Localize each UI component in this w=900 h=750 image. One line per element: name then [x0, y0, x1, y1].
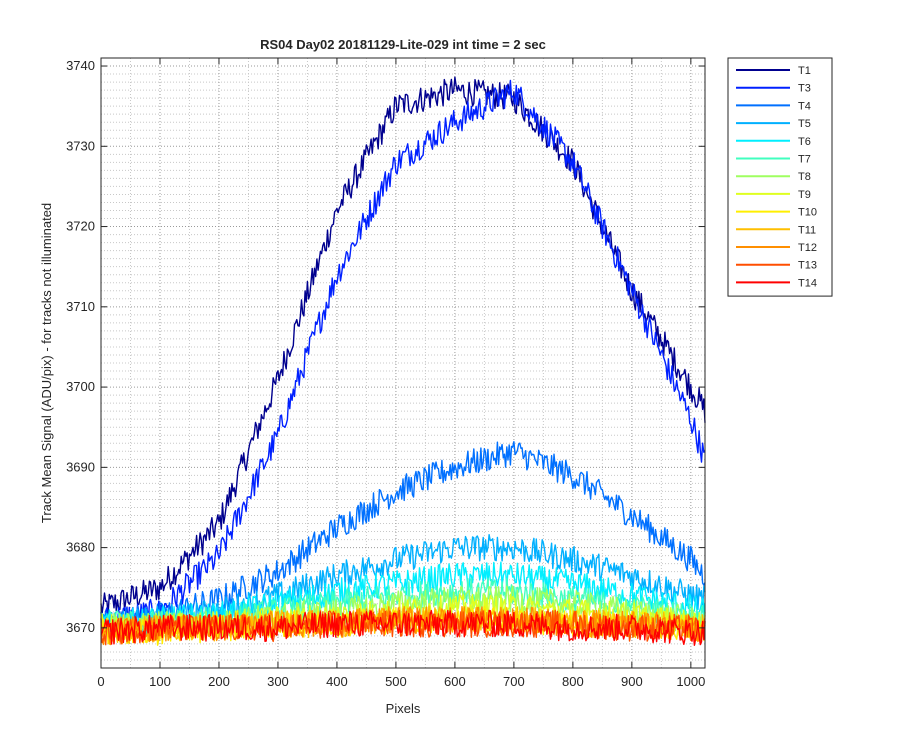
x-tick-label: 0 — [97, 674, 104, 689]
legend-label-t10: T10 — [798, 207, 817, 219]
x-tick-label: 100 — [149, 674, 171, 689]
x-axis-label: Pixels — [386, 701, 421, 716]
y-axis-label: Track Mean Signal (ADU/pix) - for tracks… — [39, 203, 54, 523]
y-tick-label: 3670 — [66, 620, 95, 635]
x-tick-label: 500 — [385, 674, 407, 689]
legend-label-t7: T7 — [798, 154, 811, 166]
legend-label-t4: T4 — [798, 100, 811, 112]
series-line-t11 — [100, 605, 706, 645]
y-tick-label: 3700 — [66, 379, 95, 394]
y-tick-label: 3720 — [66, 219, 95, 234]
legend-label-t12: T12 — [798, 242, 817, 254]
legend-label-t13: T13 — [798, 260, 817, 272]
series-layer — [100, 76, 706, 646]
legend-label-t6: T6 — [798, 136, 811, 148]
x-tick-label: 400 — [326, 674, 348, 689]
x-tick-label: 1000 — [676, 674, 705, 689]
y-tick-label: 3690 — [66, 459, 95, 474]
ticks: 3670 3680 3690 3700 3710 3720 3730 3740 0 100 200 3… — [66, 58, 705, 689]
x-tick-label: 300 — [267, 674, 289, 689]
x-tick-label: 800 — [562, 674, 584, 689]
y-tick-label: 3710 — [66, 299, 95, 314]
legend-label-t14: T14 — [798, 277, 817, 289]
y-tick-label: 3740 — [66, 58, 95, 73]
series-line-t14 — [100, 609, 706, 646]
legend-label-t1: T1 — [798, 65, 811, 77]
y-tick-label: 3730 — [66, 138, 95, 153]
series-line-t3 — [100, 79, 706, 632]
legend-label-t5: T5 — [798, 118, 811, 130]
legend-label-t3: T3 — [798, 83, 811, 95]
chart-title: RS04 Day02 20181129-Lite-029 int time = … — [260, 37, 546, 52]
series-line-t4 — [100, 441, 706, 635]
axes-box — [100, 57, 706, 669]
series-line-t1 — [100, 76, 706, 615]
x-tick-label: 900 — [621, 674, 643, 689]
x-tick-label: 700 — [503, 674, 525, 689]
legend-label-t9: T9 — [798, 189, 811, 201]
y-tick-label: 3680 — [66, 540, 95, 555]
legend: T1 T3 T4 T5 T6 T7 T8 T9 T10 T11 T12 T13 T14 — [727, 57, 833, 297]
x-tick-label: 200 — [208, 674, 230, 689]
legend-label-t11: T11 — [798, 224, 816, 236]
legend-label-t8: T8 — [798, 171, 811, 183]
x-tick-label: 600 — [444, 674, 466, 689]
